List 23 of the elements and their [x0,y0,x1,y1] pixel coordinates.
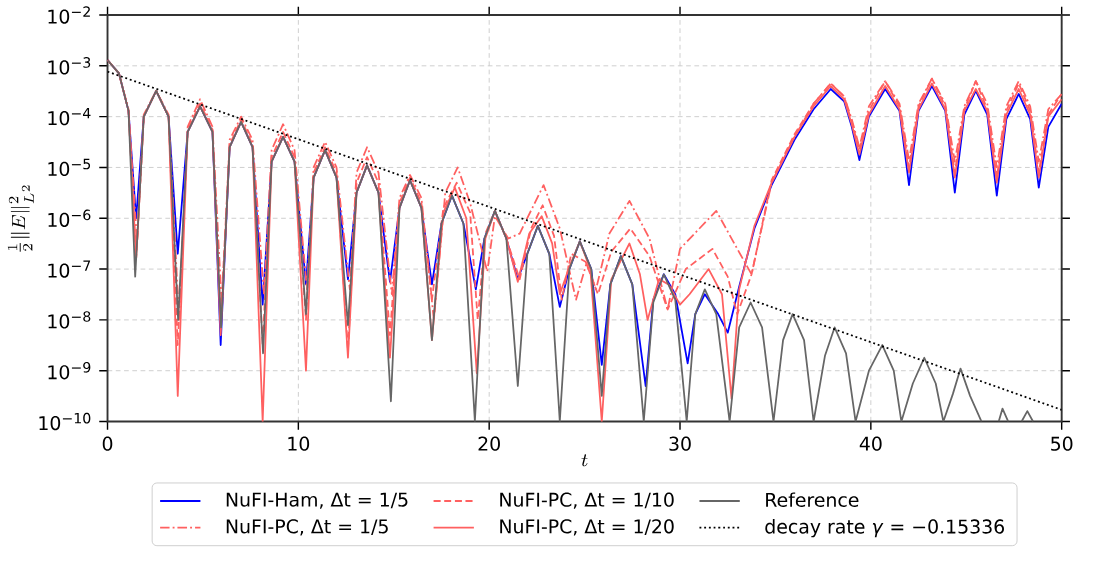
y-tick-label: 10$^{−9}$ [48,361,91,380]
x-tick-label: 20 [478,436,500,451]
y-tick-label: 10$^{−3}$ [48,56,91,75]
y-tick-label: 10$^{−10}$ [39,412,91,431]
legend-label: NuFI-PC, Δt = 1/20 [500,519,674,536]
x-tick-label: 40 [859,436,882,451]
x-tick-label: 30 [669,436,691,451]
y-tick-label: 10$^{−6}$ [48,209,91,227]
legend-label: decay rate γ = −0.15336 [765,518,1004,538]
legend-label: NuFI-PC, Δt = 1/5 [226,519,388,536]
y-tick-label: 10$^{−5}$ [48,158,91,176]
y-axis-title: $\frac{1}{2}\|E\|_{L^2}^2$ [7,185,34,252]
x-tick-label: 50 [1051,436,1073,451]
legend-label: Reference [766,492,859,507]
legend-label: NuFI-PC, Δt = 1/10 [500,492,674,509]
x-tick-label: 0 [102,436,113,451]
y-tick-label: 10$^{−2}$ [48,6,90,24]
y-tick-label: 10$^{−7}$ [48,260,91,278]
x-axis-title: $t$ [581,454,588,467]
y-tick-label: 10$^{−8}$ [48,310,91,329]
y-tick-label: 10$^{−4}$ [48,107,91,126]
x-tick-label: 10 [288,436,310,451]
legend-label: NuFI-Ham, Δt = 1/5 [226,492,408,509]
